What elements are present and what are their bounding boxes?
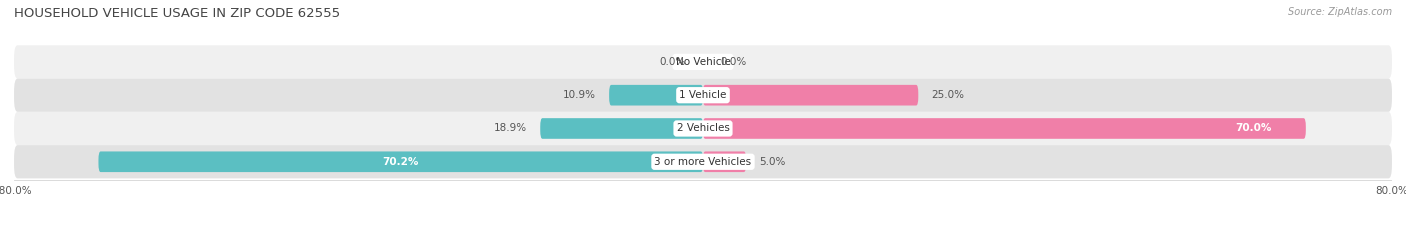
Text: 3 or more Vehicles: 3 or more Vehicles [654,157,752,167]
Text: 18.9%: 18.9% [494,123,527,134]
Text: 10.9%: 10.9% [564,90,596,100]
FancyBboxPatch shape [14,112,1392,145]
FancyBboxPatch shape [14,145,1392,178]
Text: 0.0%: 0.0% [720,57,747,67]
FancyBboxPatch shape [98,151,703,172]
FancyBboxPatch shape [703,118,1306,139]
Text: 25.0%: 25.0% [931,90,965,100]
Text: 70.2%: 70.2% [382,157,419,167]
FancyBboxPatch shape [703,85,918,106]
FancyBboxPatch shape [14,45,1392,79]
FancyBboxPatch shape [609,85,703,106]
Text: HOUSEHOLD VEHICLE USAGE IN ZIP CODE 62555: HOUSEHOLD VEHICLE USAGE IN ZIP CODE 6255… [14,7,340,20]
Text: 70.0%: 70.0% [1234,123,1271,134]
Text: 2 Vehicles: 2 Vehicles [676,123,730,134]
Text: 5.0%: 5.0% [759,157,786,167]
Text: Source: ZipAtlas.com: Source: ZipAtlas.com [1288,7,1392,17]
FancyBboxPatch shape [14,79,1392,112]
FancyBboxPatch shape [540,118,703,139]
Text: No Vehicle: No Vehicle [675,57,731,67]
Text: 0.0%: 0.0% [659,57,686,67]
Text: 1 Vehicle: 1 Vehicle [679,90,727,100]
FancyBboxPatch shape [703,151,747,172]
